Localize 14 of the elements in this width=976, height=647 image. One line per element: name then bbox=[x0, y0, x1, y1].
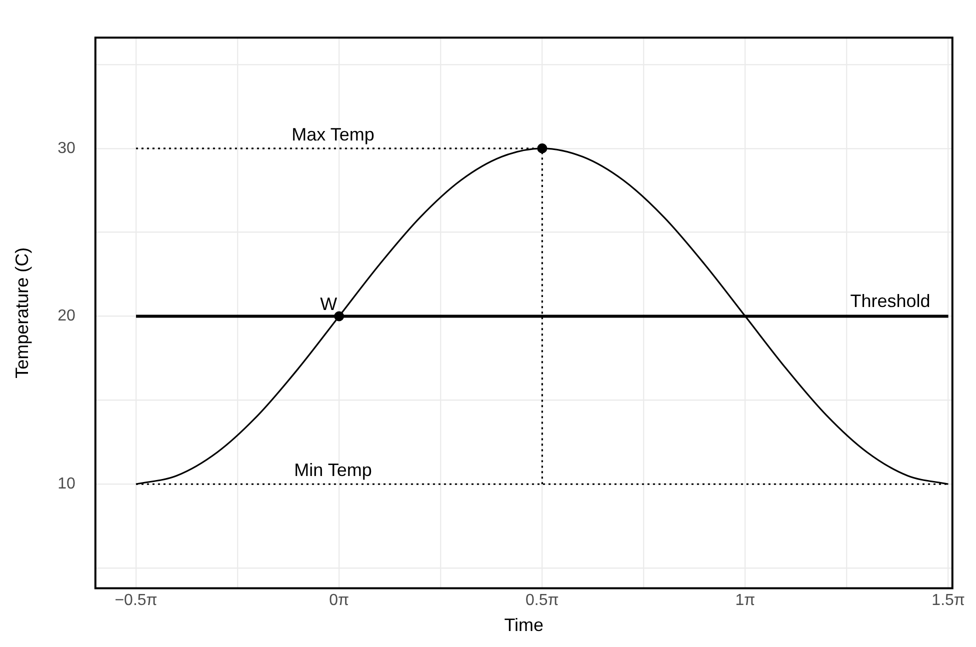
x-tick-label: 1π bbox=[735, 592, 756, 610]
x-tick-label: 1.5π bbox=[932, 592, 965, 610]
series-label: Min Temp bbox=[294, 460, 372, 480]
x-tick-label: −0.5π bbox=[114, 592, 158, 610]
x-tick-label: 0π bbox=[329, 592, 350, 610]
series-label: Max Temp bbox=[292, 124, 374, 144]
y-tick-label: 20 bbox=[58, 308, 76, 325]
x-tick-label: 0.5π bbox=[526, 592, 559, 610]
ref-line-label: Threshold bbox=[850, 291, 930, 312]
annotation: W bbox=[320, 294, 338, 314]
y-axis-title: Temperature (C) bbox=[12, 247, 32, 378]
y-tick-label: 30 bbox=[58, 140, 76, 157]
x-axis-title: Time bbox=[504, 615, 544, 636]
y-tick-label: 10 bbox=[58, 476, 76, 493]
